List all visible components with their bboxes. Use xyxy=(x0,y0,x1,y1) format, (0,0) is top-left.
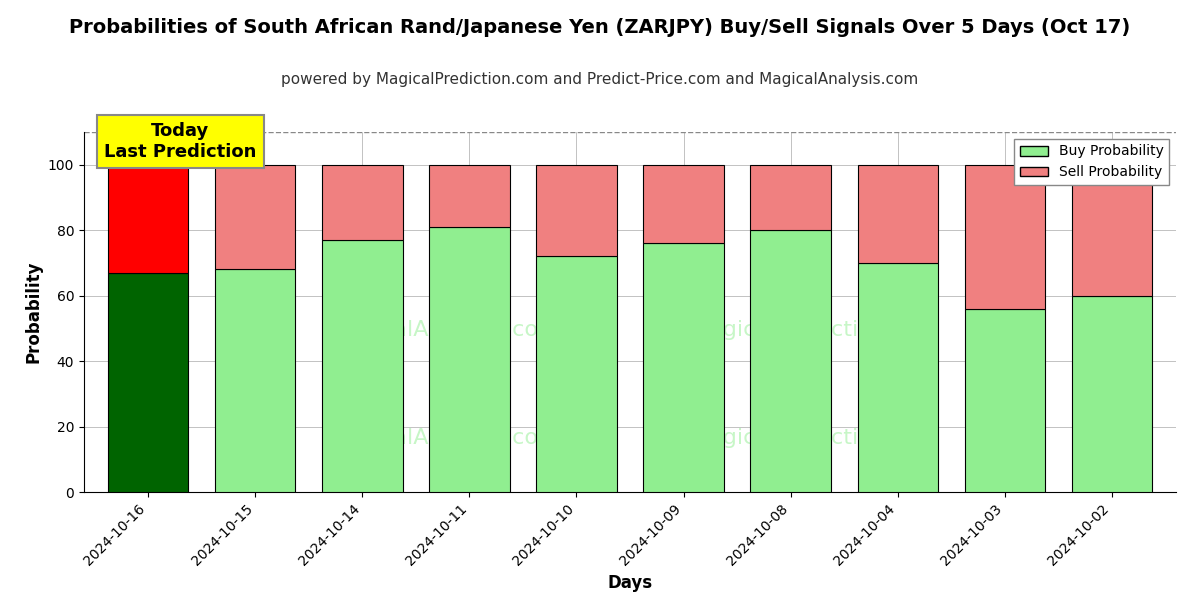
Bar xyxy=(643,165,724,243)
Text: Today
Last Prediction: Today Last Prediction xyxy=(104,122,257,161)
Bar xyxy=(1072,296,1152,492)
Text: powered by MagicalPrediction.com and Predict-Price.com and MagicalAnalysis.com: powered by MagicalPrediction.com and Pre… xyxy=(281,72,919,87)
Bar xyxy=(1072,165,1152,296)
Bar xyxy=(215,269,295,492)
Bar xyxy=(750,230,830,492)
X-axis label: Days: Days xyxy=(607,574,653,592)
Bar xyxy=(108,273,188,492)
Y-axis label: Probability: Probability xyxy=(24,261,42,363)
Bar xyxy=(536,256,617,492)
Bar xyxy=(965,309,1045,492)
Bar xyxy=(323,165,402,240)
Bar xyxy=(858,165,937,263)
Text: MagicalAnalysis.com: MagicalAnalysis.com xyxy=(329,320,560,340)
Bar xyxy=(965,165,1045,309)
Bar xyxy=(750,165,830,230)
Text: Probabilities of South African Rand/Japanese Yen (ZARJPY) Buy/Sell Signals Over : Probabilities of South African Rand/Japa… xyxy=(70,18,1130,37)
Text: MagicalPrediction.com: MagicalPrediction.com xyxy=(690,320,941,340)
Bar xyxy=(643,243,724,492)
Legend: Buy Probability, Sell Probability: Buy Probability, Sell Probability xyxy=(1014,139,1169,185)
Text: MagicalPrediction.com: MagicalPrediction.com xyxy=(690,428,941,448)
Bar xyxy=(858,263,937,492)
Bar xyxy=(430,227,510,492)
Bar xyxy=(536,165,617,256)
Text: MagicalAnalysis.com: MagicalAnalysis.com xyxy=(329,428,560,448)
Bar xyxy=(108,165,188,273)
Bar xyxy=(323,240,402,492)
Bar xyxy=(430,165,510,227)
Bar xyxy=(215,165,295,269)
